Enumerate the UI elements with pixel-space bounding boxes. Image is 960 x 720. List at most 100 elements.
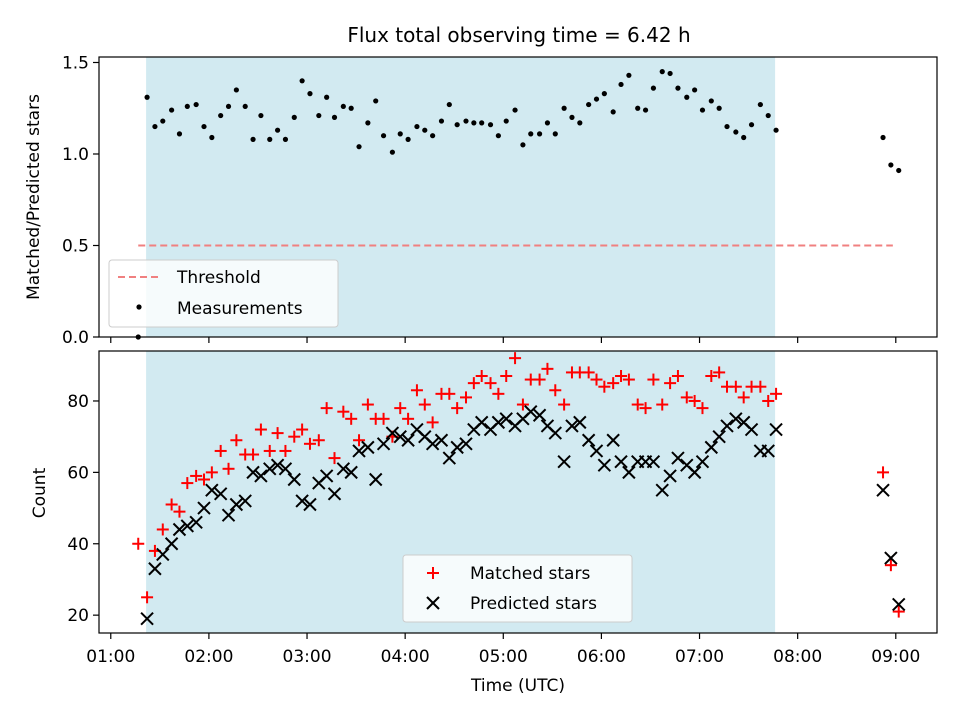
matched-star-point <box>656 398 669 411</box>
measurement-point <box>724 123 730 130</box>
measurement-point <box>397 131 403 137</box>
measurement-point <box>348 105 354 111</box>
measurement-point <box>692 87 698 93</box>
measurement-point <box>880 134 886 141</box>
matched-star-point <box>165 498 178 511</box>
predicted-star-point <box>434 433 449 447</box>
measurement-point <box>242 103 248 110</box>
legend-measurements-label: Measurements <box>177 299 303 319</box>
matched-star-point <box>443 387 456 400</box>
measurement-point <box>446 101 452 108</box>
matched-star-point <box>770 387 783 400</box>
measurement-point <box>463 118 469 124</box>
measurement-point <box>365 120 371 126</box>
matched-star-point <box>254 423 267 436</box>
matched-star-point <box>402 412 415 425</box>
measurement-point <box>307 91 313 97</box>
measurement-point <box>896 167 902 174</box>
measurement-point <box>152 123 158 130</box>
predicted-star-point <box>614 454 628 469</box>
top-y-tick-label: 1.0 <box>62 145 89 165</box>
matched-star-point <box>156 523 169 536</box>
predicted-star-point <box>229 497 244 512</box>
legend-predicted-swatch <box>426 596 440 610</box>
matched-star-point <box>247 448 260 461</box>
predicted-star-point <box>761 444 775 458</box>
matched-star-point <box>205 466 218 479</box>
matched-star-point <box>296 423 309 436</box>
x-axis-label: Time (UTC) <box>470 676 565 696</box>
predicted-star-point <box>148 562 162 576</box>
measurement-point <box>544 120 551 126</box>
measurement-point <box>299 78 305 84</box>
x-tick-label: 01:00 <box>86 647 135 667</box>
measurement-point <box>586 101 592 108</box>
bottom-legend-box <box>402 554 633 623</box>
matched-star-point <box>533 373 546 386</box>
predicted-star-point <box>532 408 547 422</box>
measurement-point <box>201 123 207 130</box>
matched-star-point <box>647 373 660 386</box>
matched-star-point <box>877 466 890 479</box>
matched-star-point <box>705 369 718 382</box>
predicted-star-point <box>589 444 604 458</box>
bottom-legend: Matched stars Predicted stars <box>402 554 633 623</box>
matched-star-point <box>509 352 522 365</box>
matched-star-point <box>303 437 316 450</box>
measurement-point <box>414 123 420 130</box>
measurement-point <box>716 105 722 111</box>
bottom-y-tick-label: 40 <box>67 535 89 555</box>
bottom-y-tick-label: 60 <box>67 463 89 483</box>
measurement-point <box>757 101 763 108</box>
measurement-point <box>144 94 150 100</box>
predicted-star-point <box>474 415 489 430</box>
measurement-point <box>471 120 477 126</box>
matched-star-point <box>467 377 480 390</box>
predicted-star-point <box>205 483 219 497</box>
measurement-point <box>193 101 199 108</box>
measurement-point <box>258 112 264 119</box>
matched-star-point <box>230 434 243 447</box>
predicted-star-point <box>729 412 743 426</box>
legend-predicted-label: Predicted stars <box>470 594 597 614</box>
measurement-point <box>733 129 739 135</box>
matched-star-point <box>353 434 366 447</box>
measurement-point <box>324 94 330 100</box>
measurement-point <box>536 131 543 137</box>
matched-star-point <box>892 605 905 618</box>
matched-star-point <box>696 402 709 415</box>
predicted-star-point <box>687 465 702 480</box>
measurement-point <box>650 85 657 91</box>
matched-star-point <box>558 398 571 411</box>
predicted-star-point <box>180 519 195 533</box>
predicted-star-point <box>573 415 587 430</box>
matched-star-point <box>426 416 439 429</box>
predicted-star-point <box>385 426 400 440</box>
top-legend: Threshold Measurements <box>108 259 339 328</box>
top-y-axis-label: Matched/Predicted stars <box>24 94 44 300</box>
measurement-point <box>454 122 460 128</box>
predicted-star-point <box>303 497 317 512</box>
matched-star-point <box>484 377 497 390</box>
measurement-point <box>430 133 436 139</box>
predicted-star-point <box>164 537 179 551</box>
predicted-star-point <box>361 440 375 455</box>
matched-star-point <box>141 591 154 604</box>
measurement-point <box>610 109 616 115</box>
predicted-star-point <box>263 462 277 476</box>
matched-star-point <box>541 362 554 375</box>
measurement-point <box>405 136 411 142</box>
measurement-point <box>699 107 706 113</box>
matched-star-point <box>132 537 145 550</box>
measurement-point <box>520 142 526 148</box>
predicted-star-point <box>524 404 538 419</box>
bottom-panel: 20 40 60 80 01:00 02:00 03:00 04:00 05:00 06:00 0… <box>30 350 938 696</box>
matched-star-point <box>181 477 194 490</box>
measurement-point <box>675 85 681 91</box>
legend-matched-label: Matched stars <box>470 564 590 584</box>
matched-star-point <box>549 384 562 397</box>
matched-star-point <box>288 430 301 443</box>
predicted-star-point <box>238 494 252 508</box>
predicted-star-point <box>695 454 710 469</box>
matched-star-point <box>607 377 620 390</box>
